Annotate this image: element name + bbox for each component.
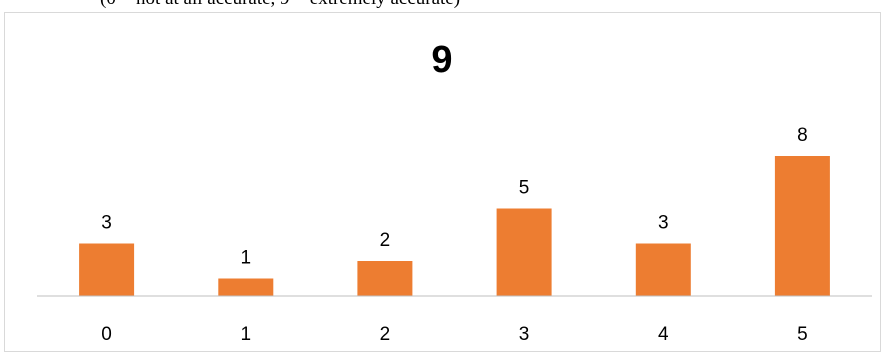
- data-label-1: 1: [241, 248, 252, 269]
- x-tick-label-5: 5: [797, 324, 808, 345]
- bar-4: [635, 243, 691, 296]
- x-tick-label-0: 0: [101, 324, 112, 345]
- x-tick-label-1: 1: [241, 324, 252, 345]
- partial-header-text: (0 = not at all accurate, 9 = extremely …: [100, 0, 460, 10]
- bars-layer: 3 1 2 5 3 8: [79, 125, 830, 296]
- x-tick-label-4: 4: [658, 324, 669, 345]
- bar-0: [79, 243, 135, 296]
- bar-3: [496, 208, 552, 296]
- bar-5: [774, 156, 830, 296]
- bar-2: [357, 261, 413, 296]
- data-label-2: 2: [380, 230, 391, 251]
- data-label-0: 3: [101, 213, 112, 234]
- x-tick-label-3: 3: [519, 324, 530, 345]
- bar-1: [218, 278, 274, 296]
- chart-frame: [4, 12, 881, 352]
- data-label-3: 5: [519, 178, 530, 199]
- data-label-4: 3: [658, 213, 669, 234]
- data-label-5: 8: [797, 125, 808, 146]
- tick-labels-layer: 0 1 2 3 4 5: [101, 324, 807, 345]
- x-tick-label-2: 2: [380, 324, 391, 345]
- chart-title: 9: [431, 39, 452, 81]
